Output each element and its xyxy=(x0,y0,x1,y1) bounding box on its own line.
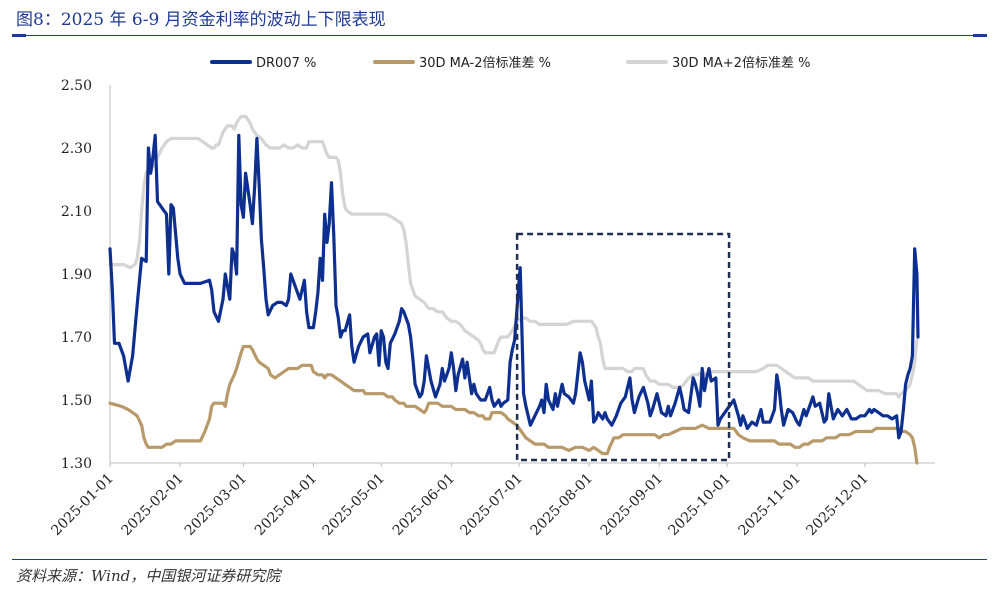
legend-label: 30D MA+2倍标准差 % xyxy=(672,56,810,71)
series-line-0 xyxy=(108,133,920,440)
legend: DR007 % 30D MA-2倍标准差 % 30D MA+2倍标准差 % xyxy=(210,56,810,71)
x-tick-label: 2025-09-01 xyxy=(598,471,666,539)
x-tick-label: 2025-08-01 xyxy=(528,471,596,539)
y-tick-label: 2.50 xyxy=(61,78,92,94)
top-rule-mark-right xyxy=(973,34,987,37)
y-axis: 1.30 1.50 1.70 1.90 2.10 2.30 2.50 xyxy=(61,78,111,472)
series-line-2 xyxy=(108,114,919,399)
y-tick-label: 1.50 xyxy=(61,393,92,409)
x-tick-label: 2025-07-01 xyxy=(458,471,526,539)
bottom-rule xyxy=(12,559,987,560)
x-tick-label: 2025-04-01 xyxy=(252,471,320,539)
y-tick-label: 2.10 xyxy=(61,204,92,220)
x-tick-label: 2025-03-01 xyxy=(182,471,250,539)
series-line-1 xyxy=(108,344,919,465)
top-rule xyxy=(12,35,987,36)
y-tick-label: 1.90 xyxy=(61,267,92,283)
page-title: 图8：2025 年 6-9 月资金利率的波动上下限表现 xyxy=(16,10,386,30)
source-note: 资料来源：Wind，中国银河证券研究院 xyxy=(16,567,281,585)
x-tick-label: 2025-01-01 xyxy=(48,471,116,539)
x-tick-label: 2025-10-01 xyxy=(665,471,733,539)
x-tick-label: 2025-12-01 xyxy=(803,471,871,539)
legend-label: DR007 % xyxy=(256,56,316,71)
x-tick-label: 2025-06-01 xyxy=(390,471,458,539)
plot-area xyxy=(108,114,920,465)
y-tick-label: 2.30 xyxy=(61,141,92,157)
highlight-box xyxy=(515,232,731,462)
y-tick-label: 1.30 xyxy=(61,456,92,472)
legend-label: 30D MA-2倍标准差 % xyxy=(419,56,551,71)
y-tick-label: 1.70 xyxy=(61,330,92,346)
x-tick-label: 2025-02-01 xyxy=(119,471,187,539)
top-rule-mark-left xyxy=(12,34,26,37)
x-tick-label: 2025-05-01 xyxy=(320,471,388,539)
x-tick-label: 2025-11-01 xyxy=(736,471,804,539)
